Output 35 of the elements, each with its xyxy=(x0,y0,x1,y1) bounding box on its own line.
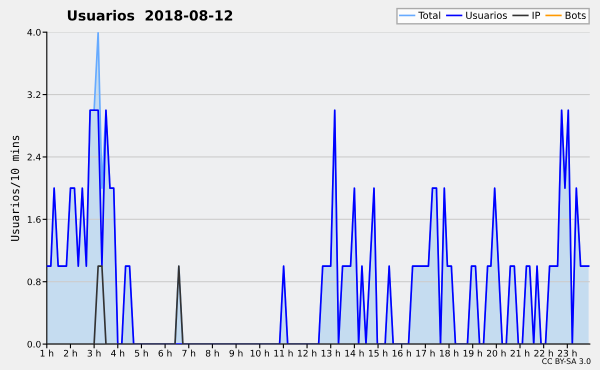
x-tick-label: 20 h xyxy=(486,350,506,357)
y-axis-title: Usuarios/10 mins xyxy=(10,136,20,241)
x-tick-label: 17 h xyxy=(416,350,435,357)
x-tick-label: 19 h xyxy=(464,350,482,357)
x-tick-label: 4 h xyxy=(111,350,124,357)
x-tick-label: 1 h xyxy=(40,350,54,357)
x-tick-label: 12 h xyxy=(298,350,316,357)
legend-label: Total xyxy=(418,11,440,20)
x-tick-label: 7 h xyxy=(182,350,196,357)
y-tick-label: 0.0 xyxy=(27,340,41,348)
x-tick-label: 10 h xyxy=(250,350,270,357)
y-tick-label: 0.8 xyxy=(27,278,41,286)
y-tick-label: 2.4 xyxy=(28,154,41,160)
x-tick-label: 5 h xyxy=(134,350,148,357)
x-tick-label: 14 h xyxy=(345,350,364,357)
x-tick-label: 23 h xyxy=(558,350,577,357)
x-tick-label: 18 h xyxy=(440,350,458,357)
x-tick-label: 11 h xyxy=(274,350,293,357)
x-tick-label: 6 h xyxy=(158,350,172,357)
y-tick-label: 3.2 xyxy=(28,91,40,98)
x-tick-label: 13 h xyxy=(322,350,340,357)
legend-label: Usuarios xyxy=(466,11,507,20)
chart-title: Usuarios 2018-08-12 xyxy=(68,10,232,21)
x-tick-label: 9 h xyxy=(229,350,242,357)
legend-label: IP xyxy=(532,12,540,19)
x-tick-label: 15 h xyxy=(368,350,388,357)
x-tick-label: 22 h xyxy=(534,350,553,357)
x-tick-label: 2 h xyxy=(64,350,77,357)
x-tick-label: 8 h xyxy=(206,350,219,357)
y-tick-label: 4.0 xyxy=(27,28,41,36)
legend-label: Bots xyxy=(566,12,586,20)
x-tick-label: 3 h xyxy=(88,350,101,357)
y-tick-label: 1.6 xyxy=(28,216,41,223)
x-tick-label: 16 h xyxy=(392,350,411,357)
x-tick-label: 21 h xyxy=(510,350,530,357)
